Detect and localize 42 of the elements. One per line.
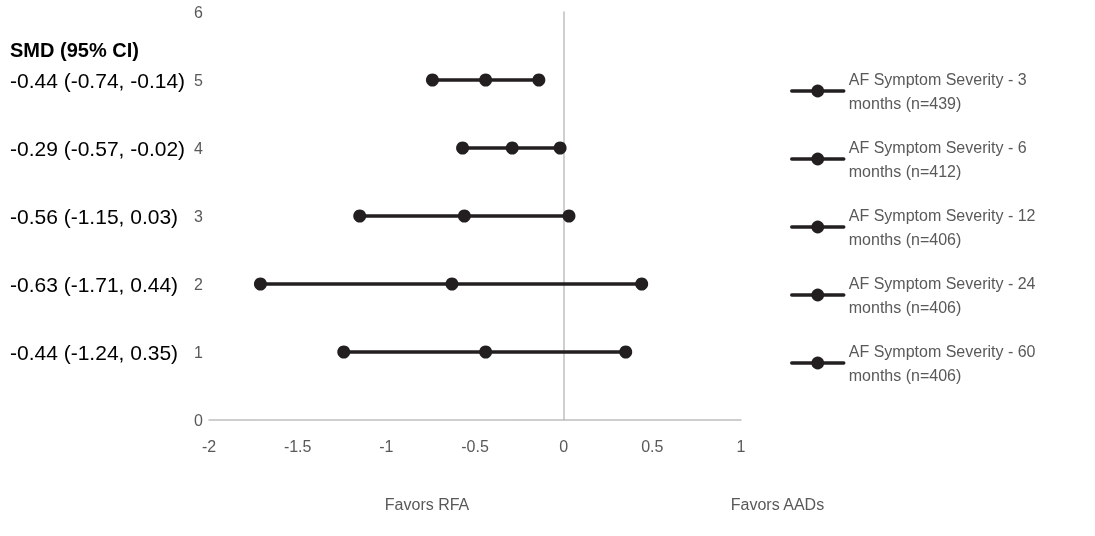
point — [635, 277, 649, 291]
point — [553, 141, 567, 155]
legend-label: AF Symptom Severity - 24 months (n=406) — [848, 274, 1040, 316]
y-tick-label: 0 — [194, 411, 204, 429]
x-tick-label: -0.5 — [461, 437, 489, 455]
text: -0.29 (-0.57, -0.02) — [10, 136, 186, 160]
point — [532, 73, 546, 87]
text: -0.44 (-1.24, 0.35) — [10, 340, 179, 364]
point — [337, 345, 351, 359]
point — [562, 209, 576, 223]
point — [425, 73, 439, 87]
y-tick-label: 1 — [194, 343, 204, 361]
text: -0.63 (-1.71, 0.44) — [10, 272, 179, 296]
text: SMD (95% CI) — [10, 39, 139, 61]
x-tick-label: 1 — [736, 437, 746, 455]
y-tick-label: 4 — [194, 139, 204, 157]
point — [253, 277, 267, 291]
point — [353, 209, 367, 223]
y-tick-label: 6 — [194, 3, 204, 21]
x-tick-label: -2 — [201, 437, 217, 455]
point — [479, 73, 493, 87]
point — [479, 345, 493, 359]
legend-label: AF Symptom Severity - 6 months (n=412) — [848, 138, 1032, 180]
legend-label: AF Symptom Severity - 3 months (n=439) — [848, 70, 1032, 112]
x-tick-label: 0.5 — [641, 437, 664, 455]
x-tick-label: -1.5 — [283, 437, 312, 455]
x-tick-label: 0 — [559, 437, 569, 455]
y-tick-label: 3 — [194, 207, 204, 225]
point — [457, 209, 471, 223]
point — [456, 141, 470, 155]
text: Favors AADs — [730, 495, 825, 513]
x-tick-label: -1 — [379, 437, 394, 455]
legend-label: AF Symptom Severity - 60 months (n=406) — [848, 342, 1040, 384]
point — [619, 345, 633, 359]
y-tick-label: 5 — [194, 71, 204, 89]
y-tick-label: 2 — [194, 275, 204, 293]
legend-label: AF Symptom Severity - 12 months (n=406) — [848, 206, 1040, 248]
text: -0.44 (-0.74, -0.14) — [10, 68, 186, 92]
point — [445, 277, 459, 291]
point — [505, 141, 519, 155]
text: -0.56 (-1.15, 0.03) — [10, 204, 179, 228]
text: Favors RFA — [384, 495, 470, 513]
